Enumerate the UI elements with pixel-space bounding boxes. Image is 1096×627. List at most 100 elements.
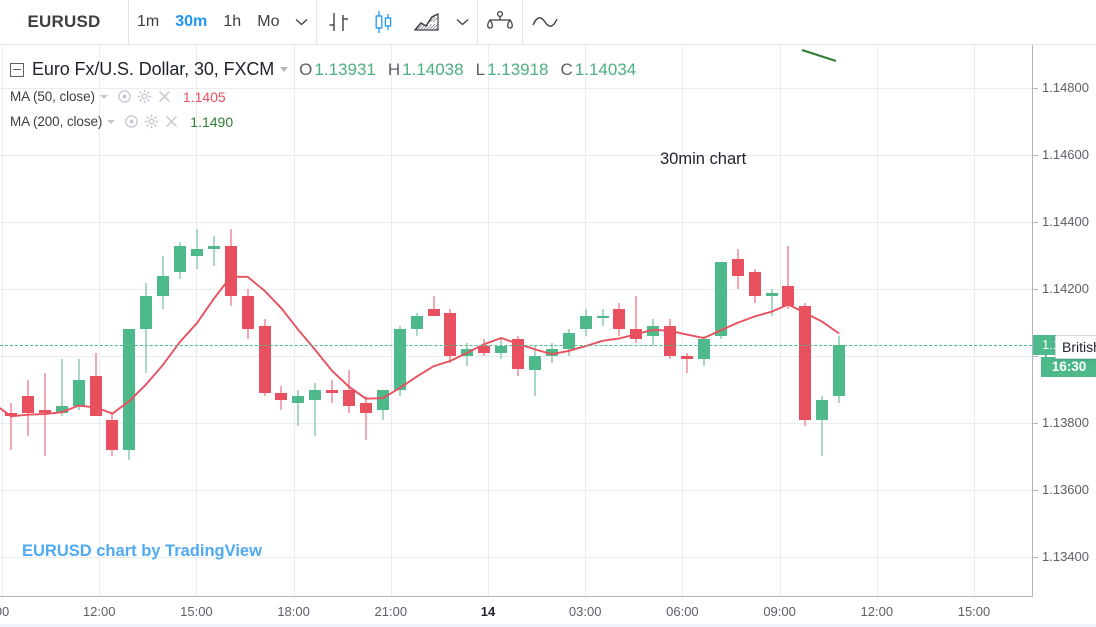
grid-line-horizontal <box>0 556 1032 558</box>
candle-body <box>545 349 558 357</box>
candle-body <box>72 379 85 407</box>
candle-body <box>596 315 609 318</box>
price-tick <box>1033 556 1038 558</box>
candle-body <box>410 315 423 330</box>
candle-body <box>816 399 829 420</box>
ohlc-close: C 1.14034 <box>560 59 637 79</box>
candle-body <box>579 315 592 330</box>
legend-main-row: Euro Fx/U.S. Dollar, 30, FXCM O 1.13931 H… <box>10 59 636 80</box>
chevron-down-icon[interactable] <box>288 0 316 44</box>
time-tick-label: 15:00 <box>180 604 213 619</box>
study-value-ma50: 1.1405 <box>182 88 226 105</box>
axis-footer <box>0 624 1096 627</box>
page-title: Euro Fx/U.S. Dollar, 30, FXCM <box>32 59 275 79</box>
price-tick-label: 1.13400 <box>1042 548 1089 564</box>
time-tick-label: 06:00 <box>666 604 699 619</box>
candle-body <box>157 275 170 296</box>
candle-wick <box>10 402 12 450</box>
candle-body <box>478 346 491 353</box>
candle-body <box>681 356 693 360</box>
time-tick-label: 00 <box>0 604 10 619</box>
bar-chart-icon[interactable] <box>317 0 361 44</box>
time-axis[interactable]: 00 12:00 15:00 18:00 21:00 14 03:00 06:00 09:00 1… <box>0 597 1096 627</box>
candle-body <box>731 259 744 276</box>
minus-box-icon[interactable] <box>10 62 24 77</box>
candle-body <box>799 305 812 420</box>
eye-icon[interactable] <box>123 113 140 130</box>
candle-body <box>664 326 677 357</box>
grid-line-horizontal <box>0 155 1032 157</box>
gear-icon[interactable] <box>143 113 160 130</box>
interval-mo[interactable]: Mo <box>257 13 280 30</box>
price-tick <box>1033 88 1038 90</box>
time-tick-label: 18:00 <box>277 604 310 619</box>
interval-1m[interactable]: 1m <box>137 13 160 30</box>
time-tick-label: 12:00 <box>82 604 116 619</box>
price-tick-label: 1.14600 <box>1042 147 1089 163</box>
candle-body <box>748 272 761 296</box>
candle-body <box>714 262 727 337</box>
chart-legend: Euro Fx/U.S. Dollar, 30, FXCM O 1.13931 H… <box>10 59 636 130</box>
candle-body <box>224 245 237 296</box>
candle-body <box>38 409 51 413</box>
close-icon[interactable] <box>163 113 180 130</box>
candle-body <box>174 245 186 273</box>
price-tick <box>1033 423 1038 425</box>
candle-body <box>528 356 541 370</box>
line-wave-icon[interactable] <box>523 0 567 44</box>
chevron-down-icon[interactable] <box>99 94 108 99</box>
price-axis[interactable]: 1.14800 1.14600 1.14400 1.14200 1.13800 1.136… <box>1033 45 1096 597</box>
candle-body <box>140 295 153 330</box>
time-tick-label: 14 <box>480 604 496 619</box>
grid-line-vertical <box>974 45 975 596</box>
interval-30m[interactable]: 30m <box>175 13 208 30</box>
candle-body <box>275 392 288 400</box>
candle-body <box>461 349 474 357</box>
interval-1h[interactable]: 1h <box>223 13 242 30</box>
candlestick-chart-icon[interactable] <box>361 0 405 44</box>
candle-body <box>5 413 17 417</box>
candle-body <box>427 309 440 316</box>
candle-body <box>376 389 389 410</box>
chevron-down-icon[interactable] <box>107 119 116 124</box>
candle-body <box>241 295 254 330</box>
price-tick-label: 1.13800 <box>1042 415 1089 431</box>
candle-wick <box>533 346 536 397</box>
price-tick-label: 1.14400 <box>1042 214 1089 230</box>
study-name-ma200: MA (200, close) <box>10 114 103 129</box>
price-tick <box>1033 289 1038 291</box>
study-value-ma200: 1.1490 <box>190 113 234 130</box>
eye-icon[interactable] <box>116 88 133 105</box>
candle-body <box>697 339 710 360</box>
candle-body <box>444 312 457 357</box>
time-tick-label: 15:00 <box>957 604 991 619</box>
top-toolbar: EURUSD 1m 30m 1h Mo <box>0 0 1096 45</box>
price-tick-label: 1.13600 <box>1042 481 1089 497</box>
symbol-group: EURUSD <box>0 0 129 44</box>
chart-annotation: 30min chart <box>660 150 747 168</box>
countdown-badge: 16:30 <box>1041 356 1096 377</box>
candle-body <box>207 245 220 250</box>
candle-wick <box>821 396 824 457</box>
study-row-ma200: MA (200, close) <box>10 113 636 130</box>
study-actions-ma50 <box>116 88 173 105</box>
price-tick <box>1033 222 1038 224</box>
gear-icon[interactable] <box>136 88 153 105</box>
price-tick <box>1033 356 1038 358</box>
price-axis-tooltip: British <box>1055 334 1096 359</box>
candle-body <box>106 419 119 450</box>
ohlc-high: H 1.14038 <box>387 59 464 79</box>
chart-pane[interactable]: Euro Fx/U.S. Dollar, 30, FXCM O 1.13931 H… <box>0 45 1033 597</box>
chevron-down-icon[interactable] <box>280 67 289 72</box>
tradingview-watermark: EURUSD chart by TradingView <box>22 542 262 560</box>
close-icon[interactable] <box>156 88 173 105</box>
candle-body <box>89 376 102 417</box>
chevron-down-icon[interactable] <box>449 0 477 44</box>
ohlc-open: O 1.13931 <box>299 59 376 79</box>
area-chart-icon[interactable] <box>405 0 449 44</box>
symbol-button[interactable]: EURUSD <box>27 12 101 31</box>
candle-body <box>21 396 34 413</box>
compare-scales-icon[interactable] <box>478 0 522 44</box>
grid-line-horizontal <box>0 423 1032 425</box>
